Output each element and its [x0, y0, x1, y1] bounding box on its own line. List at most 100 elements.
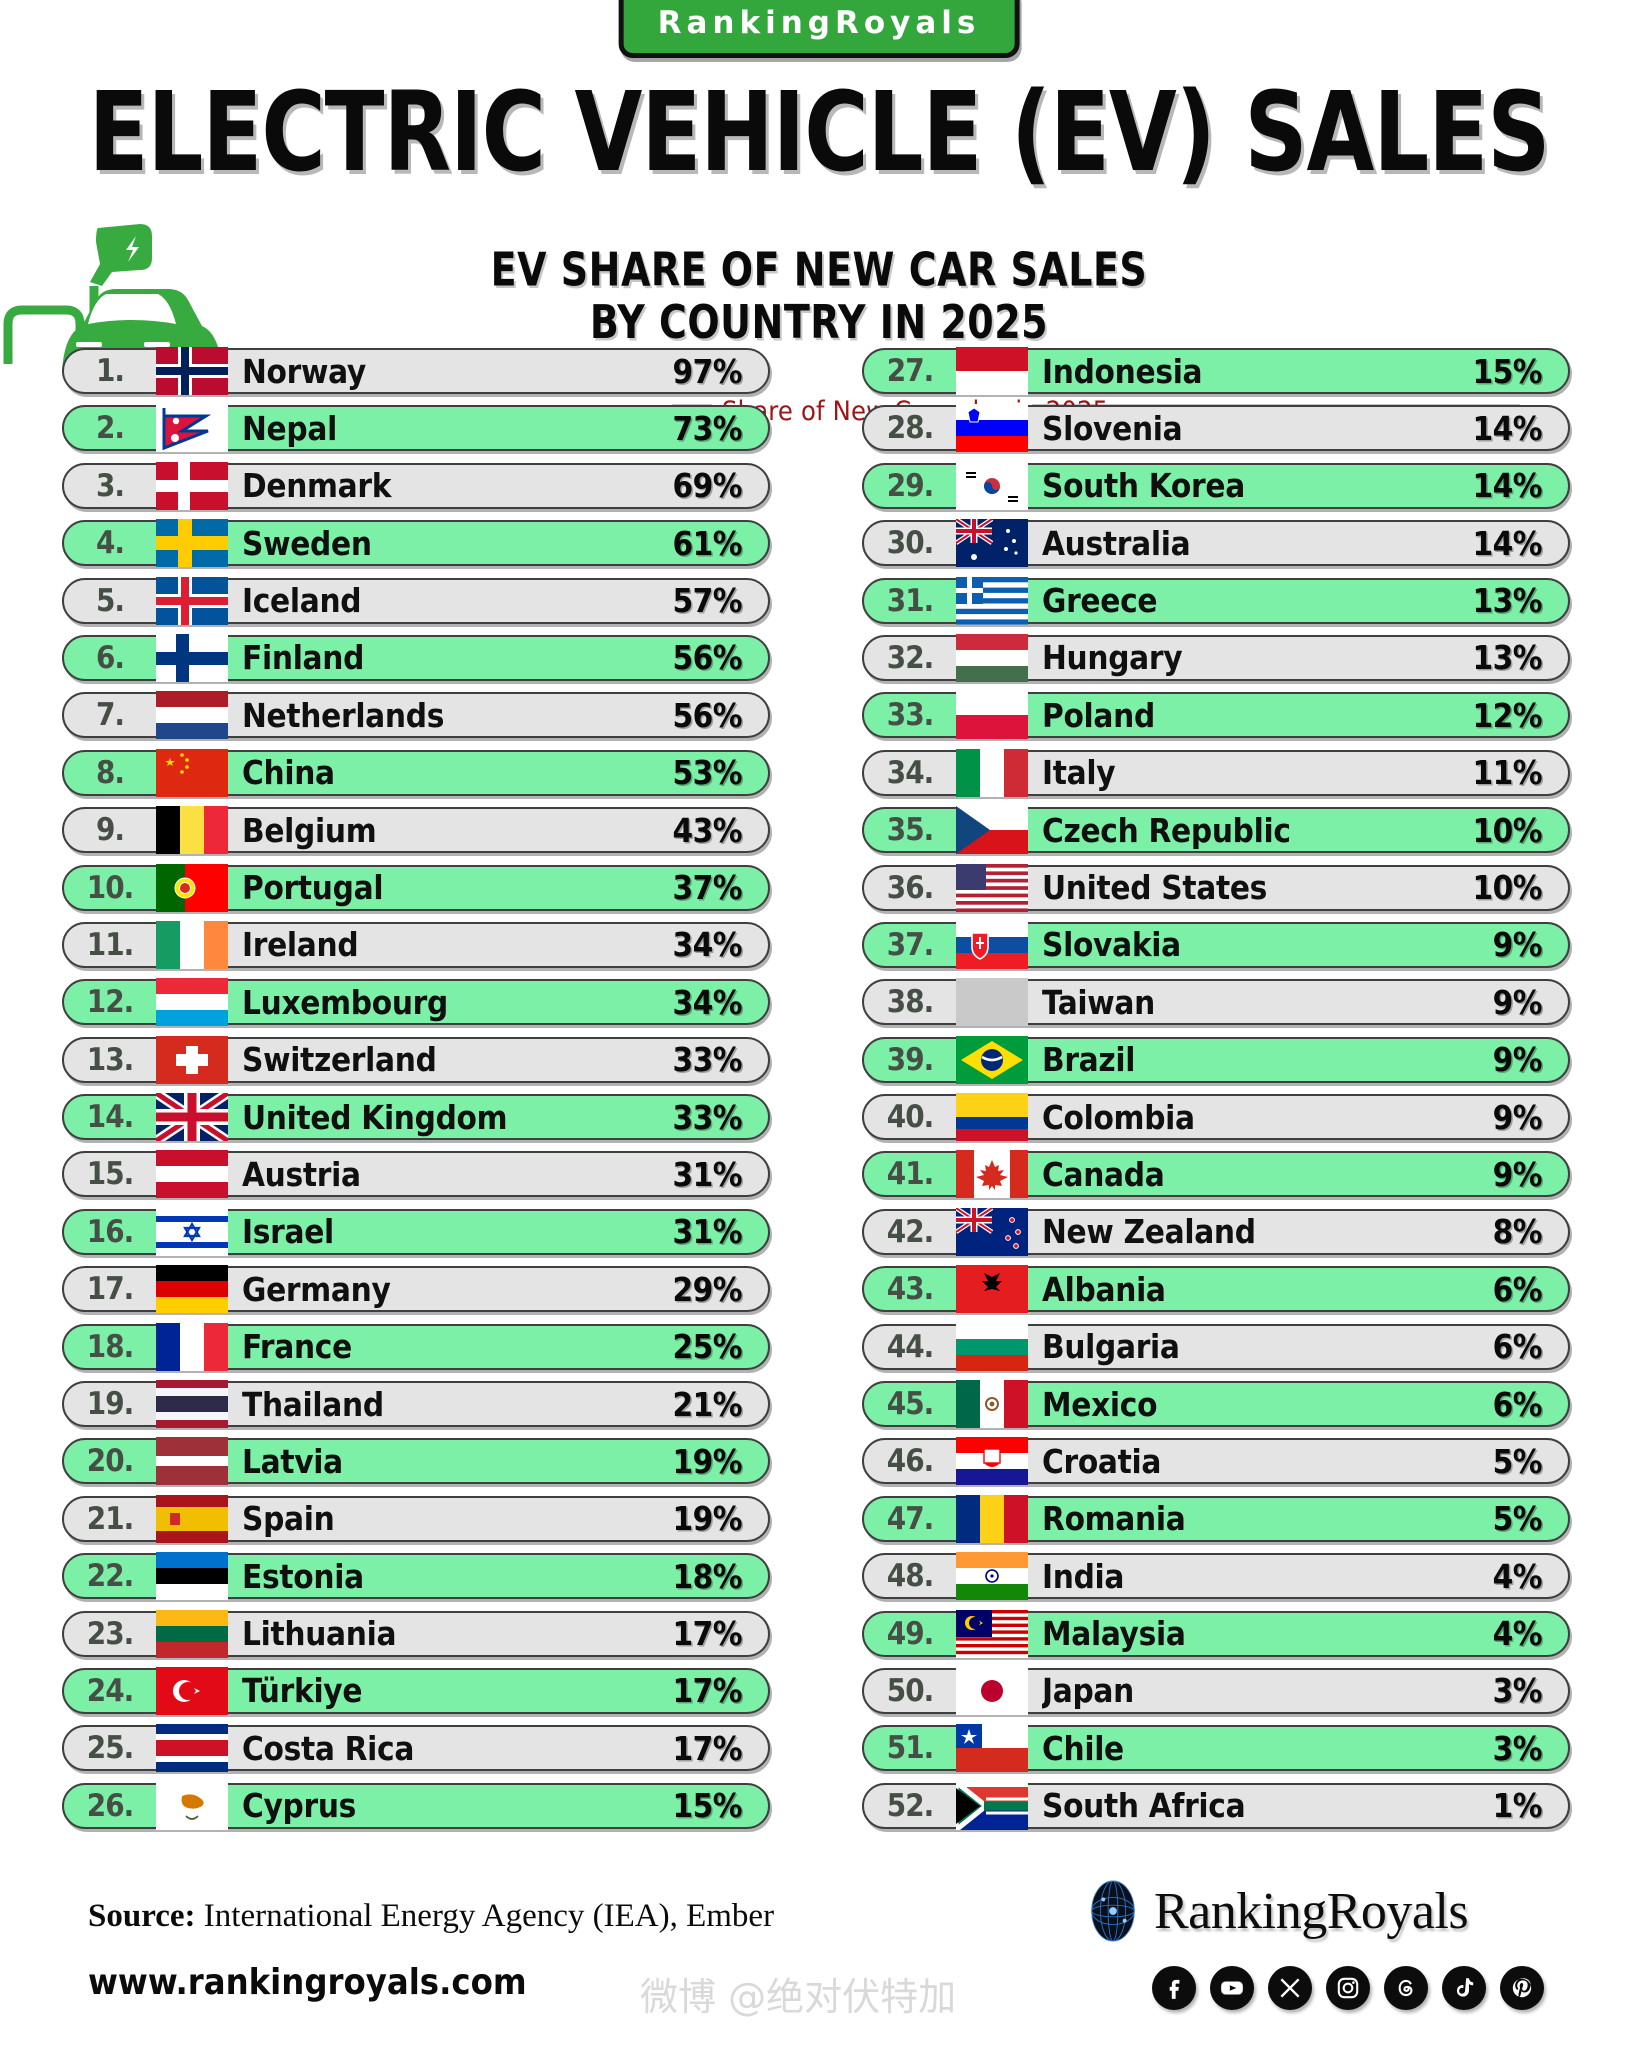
share-value: 9% [1492, 1097, 1543, 1137]
share-value: 10% [1472, 868, 1542, 908]
table-row: 44. Bulgaria 6% [862, 1322, 1570, 1371]
table-row: 36. United States 10% [862, 863, 1570, 912]
tiktok-icon[interactable] [1442, 1966, 1486, 2010]
rank-number: 21. [86, 1500, 134, 1537]
share-value: 6% [1492, 1384, 1543, 1424]
country-name: Slovenia [1042, 408, 1183, 448]
share-value: 31% [672, 1212, 742, 1252]
website-url[interactable]: www.rankingroyals.com [88, 1962, 527, 2003]
table-row: 13. Switzerland 33% [62, 1035, 770, 1084]
rank-number: 37. [886, 926, 934, 963]
rank-number: 52. [886, 1787, 934, 1824]
country-name: Japan [1042, 1671, 1134, 1711]
country-name: South Africa [1042, 1786, 1246, 1826]
rank-number: 49. [886, 1615, 934, 1652]
flag-icon [956, 806, 1028, 855]
flag-icon [956, 691, 1028, 740]
country-name: Malaysia [1042, 1614, 1186, 1654]
country-name: Taiwan [1042, 982, 1155, 1022]
share-value: 34% [672, 982, 742, 1022]
country-name: China [242, 753, 335, 793]
page-subtitle: EV SHARE OF NEW CAR SALES BY COUNTRY IN … [0, 244, 1638, 348]
subtitle-line-2: BY COUNTRY IN 2025 [589, 294, 1049, 349]
rank-number: 51. [886, 1730, 934, 1767]
table-row: 38. Taiwan 9% [862, 978, 1570, 1027]
instagram-icon[interactable] [1326, 1966, 1370, 2010]
table-row: 16. Israel 31% [62, 1207, 770, 1256]
country-name: Sweden [242, 523, 372, 563]
table-row: 48. India 4% [862, 1552, 1570, 1601]
share-value: 61% [672, 523, 742, 563]
rank-number: 12. [86, 984, 134, 1021]
country-name: Türkiye [242, 1671, 363, 1711]
share-value: 37% [672, 868, 742, 908]
ranking-column-right: 27. Indonesia 15% 28. Slovenia 14% 29. South Ko… [862, 347, 1570, 1840]
country-name: Chile [1042, 1728, 1124, 1768]
facebook-icon[interactable] [1152, 1966, 1196, 2010]
rank-number: 36. [886, 869, 934, 906]
subtitle-line-1: EV SHARE OF NEW CAR SALES [490, 242, 1148, 297]
country-name: Mexico [1042, 1384, 1158, 1424]
flag-icon [156, 806, 228, 855]
country-name: Poland [1042, 695, 1155, 735]
country-name: Bulgaria [1042, 1327, 1180, 1367]
table-row: 17. Germany 29% [62, 1265, 770, 1314]
country-name: United States [1042, 868, 1268, 908]
share-value: 17% [672, 1728, 742, 1768]
table-row: 46. Croatia 5% [862, 1437, 1570, 1486]
table-row: 19. Thailand 21% [62, 1380, 770, 1429]
share-value: 15% [1472, 351, 1542, 391]
share-value: 19% [672, 1499, 742, 1539]
share-value: 9% [1492, 982, 1543, 1022]
table-row: 11. Ireland 34% [62, 920, 770, 969]
rank-number: 10. [86, 869, 134, 906]
table-row: 51. Chile 3% [862, 1724, 1570, 1773]
table-row: 39. Brazil 9% [862, 1035, 1570, 1084]
source-line: Source: International Energy Agency (IEA… [88, 1898, 774, 1935]
share-value: 14% [1472, 523, 1542, 563]
flag-icon [156, 691, 228, 740]
country-name: Brazil [1042, 1040, 1136, 1080]
flag-icon [956, 519, 1028, 568]
table-row: 22. Estonia 18% [62, 1552, 770, 1601]
share-value: 33% [672, 1040, 742, 1080]
flag-icon [156, 1666, 228, 1715]
table-row: 4. Sweden 61% [62, 519, 770, 568]
rank-number: 27. [886, 353, 934, 389]
flag-icon [956, 1437, 1028, 1486]
youtube-icon[interactable] [1210, 1966, 1254, 2010]
flag-icon [956, 576, 1028, 625]
page-title: ELECTRIC VEHICLE (EV) SALES [88, 69, 1551, 198]
table-row: 9. Belgium 43% [62, 806, 770, 855]
flag-icon [956, 920, 1028, 969]
share-value: 73% [672, 408, 742, 448]
rank-number: 40. [886, 1099, 934, 1136]
flag-icon [156, 633, 228, 682]
pinterest-icon[interactable] [1500, 1966, 1544, 2010]
share-value: 3% [1492, 1728, 1543, 1768]
brand-badge-label: RankingRoyals [657, 5, 981, 41]
country-name: Greece [1042, 581, 1158, 621]
table-row: 10. Portugal 37% [62, 863, 770, 912]
x-icon[interactable] [1268, 1966, 1312, 2010]
table-row: 40. Colombia 9% [862, 1093, 1570, 1142]
rank-number: 18. [86, 1328, 134, 1365]
flag-icon [156, 1781, 228, 1830]
share-value: 43% [672, 810, 742, 850]
rank-number: 32. [886, 639, 934, 676]
rank-number: 6. [95, 639, 125, 676]
rank-number: 5. [95, 582, 125, 619]
rank-number: 45. [886, 1386, 934, 1423]
flag-icon [156, 978, 228, 1027]
share-value: 3% [1492, 1671, 1543, 1711]
share-value: 53% [672, 753, 742, 793]
threads-icon[interactable] [1384, 1966, 1428, 2010]
ranking-column-left: 1. Norway 97% 2. Nepal 73% 3. Denmark 69% 4. Swede… [62, 347, 770, 1840]
table-row: 50. Japan 3% [862, 1666, 1570, 1715]
rank-number: 4. [95, 525, 125, 562]
share-value: 9% [1492, 1154, 1543, 1194]
rank-number: 26. [86, 1787, 134, 1824]
flag-icon [956, 1494, 1028, 1543]
share-value: 56% [672, 638, 742, 678]
